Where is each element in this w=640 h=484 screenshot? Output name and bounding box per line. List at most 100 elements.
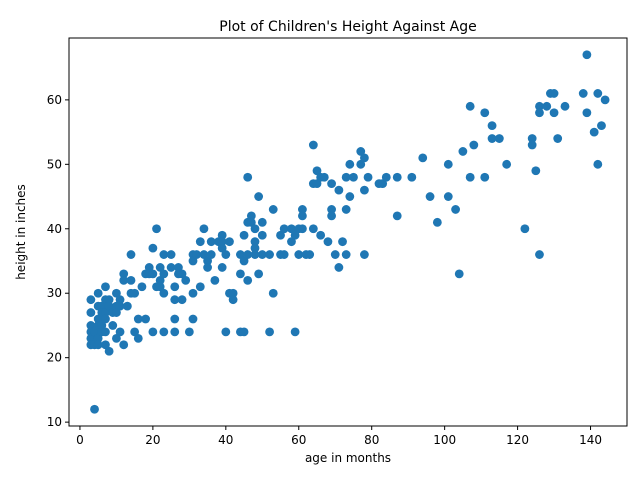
data-point: [454, 269, 464, 279]
data-point: [101, 308, 110, 317]
data-point: [553, 134, 563, 143]
data-point: [93, 333, 103, 343]
data-point: [101, 282, 110, 292]
data-point: [104, 301, 114, 311]
data-point: [119, 269, 129, 279]
data-point: [582, 108, 592, 118]
data-point: [93, 288, 103, 298]
data-point: [148, 243, 158, 253]
data-point: [298, 205, 307, 214]
data-point: [246, 217, 256, 227]
data-point: [254, 269, 264, 279]
data-point: [203, 263, 212, 272]
data-point: [210, 275, 220, 285]
data-point: [268, 205, 278, 214]
data-point: [221, 327, 231, 337]
data-points: [86, 50, 610, 414]
data-point: [535, 108, 544, 118]
data-point: [458, 147, 468, 156]
data-point: [276, 230, 285, 240]
data-point: [203, 256, 212, 266]
data-point: [341, 205, 351, 214]
data-point: [363, 172, 373, 182]
data-point: [327, 179, 336, 189]
x-tick-label: 0: [76, 433, 84, 447]
data-point: [155, 282, 165, 292]
data-point: [520, 224, 530, 234]
data-point: [181, 275, 191, 285]
data-point: [265, 250, 274, 259]
data-point: [115, 301, 125, 311]
data-point: [345, 192, 355, 201]
data-point: [589, 127, 599, 137]
x-tick-label: 140: [579, 433, 602, 447]
x-tick-label: 120: [506, 433, 529, 447]
data-point: [188, 288, 198, 298]
data-point: [494, 134, 504, 143]
data-point: [239, 256, 249, 266]
data-point: [535, 101, 544, 111]
x-tick-label: 20: [145, 433, 160, 447]
data-point: [356, 159, 366, 169]
data-point: [228, 288, 238, 298]
data-point: [101, 327, 110, 337]
data-point: [360, 153, 369, 163]
data-point: [308, 140, 318, 150]
data-point: [560, 101, 570, 111]
data-point: [294, 250, 304, 259]
data-point: [582, 50, 592, 60]
data-point: [257, 217, 267, 227]
data-point: [101, 340, 110, 350]
data-point: [378, 179, 388, 189]
data-point: [170, 282, 180, 292]
y-tick-label: 50: [47, 157, 62, 171]
y-tick-label: 20: [47, 351, 62, 365]
data-point: [257, 230, 267, 240]
data-point: [549, 108, 559, 118]
data-point: [170, 327, 180, 337]
data-point: [119, 275, 129, 285]
data-point: [104, 295, 114, 305]
data-point: [243, 275, 253, 285]
data-point: [133, 333, 143, 343]
y-tick-label: 10: [47, 415, 62, 429]
data-point: [239, 230, 249, 240]
data-point: [166, 250, 176, 259]
data-point: [443, 159, 453, 169]
y-tick-label: 40: [47, 222, 62, 236]
data-point: [199, 250, 209, 259]
data-point: [217, 243, 227, 253]
data-point: [159, 269, 169, 279]
data-point: [312, 179, 322, 189]
data-point: [177, 295, 187, 305]
data-point: [86, 295, 96, 305]
data-point: [192, 250, 202, 259]
data-point: [236, 269, 245, 279]
data-point: [443, 192, 453, 201]
data-point: [141, 314, 150, 324]
data-point: [287, 237, 296, 247]
data-point: [115, 295, 125, 305]
y-axis-ticks: 10 20 30 40 50 60: [47, 93, 69, 429]
data-point: [418, 153, 428, 163]
data-point: [177, 269, 187, 279]
data-point: [487, 134, 497, 143]
data-point: [290, 230, 300, 240]
data-point: [206, 250, 216, 259]
data-point: [101, 314, 110, 324]
data-point: [133, 314, 143, 324]
data-point: [425, 192, 435, 201]
chart-title: Plot of Children's Height Against Age: [219, 19, 476, 35]
data-point: [188, 314, 198, 324]
data-point: [174, 263, 183, 272]
x-tick-label: 40: [218, 433, 233, 447]
data-point: [578, 89, 588, 98]
data-point: [549, 89, 559, 98]
data-point: [334, 263, 344, 272]
data-point: [199, 224, 209, 234]
data-point: [217, 230, 227, 240]
data-point: [279, 250, 289, 259]
data-point: [381, 172, 391, 182]
